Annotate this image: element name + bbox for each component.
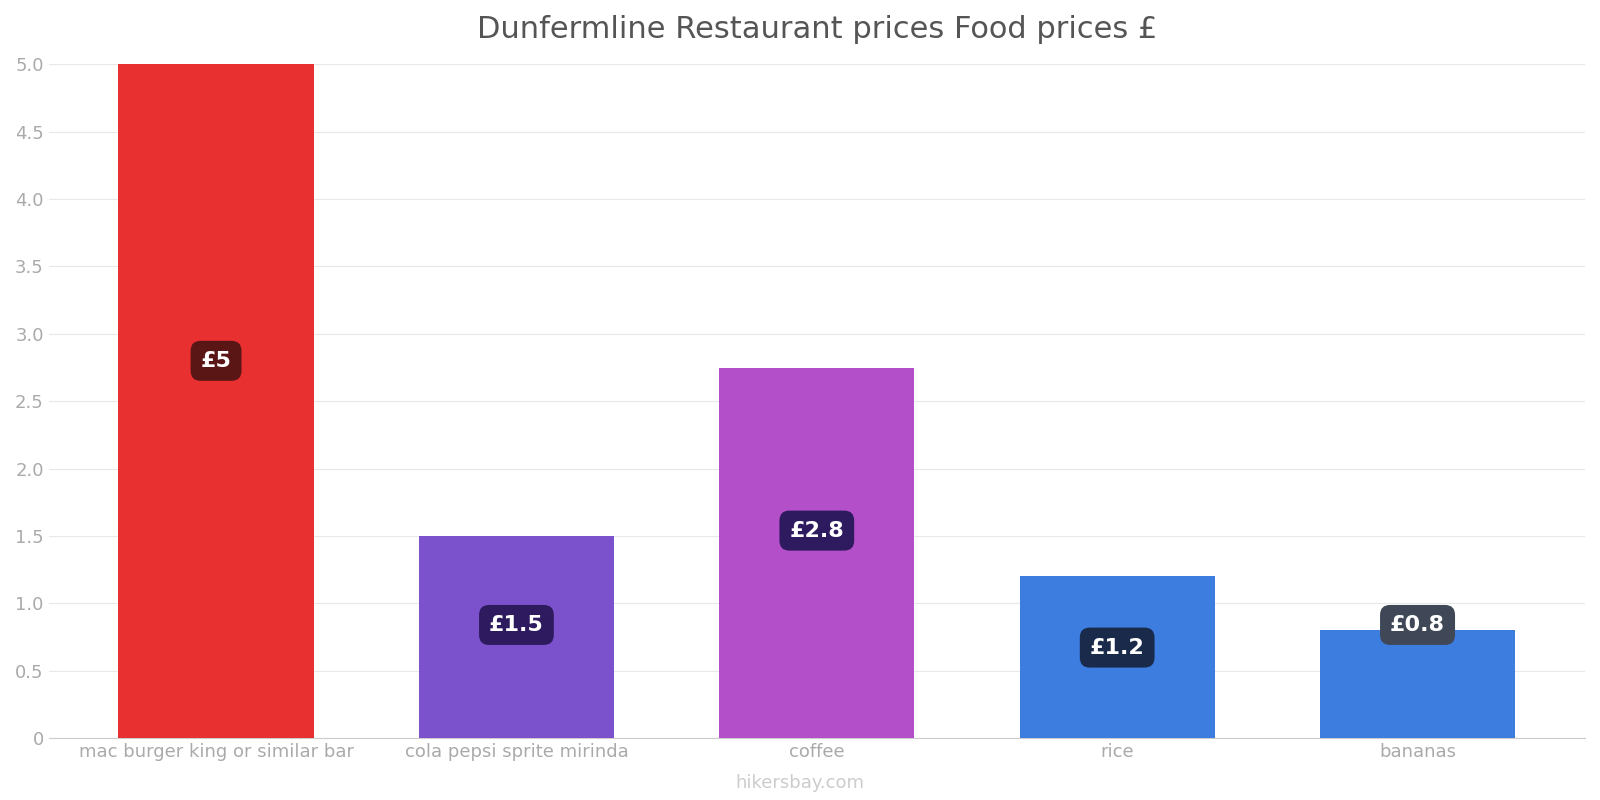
Bar [419, 536, 614, 738]
Bar [1019, 577, 1214, 738]
Text: £1.5: £1.5 [490, 615, 544, 635]
Text: hikersbay.com: hikersbay.com [736, 774, 864, 792]
Text: £1.2: £1.2 [1090, 638, 1144, 658]
Bar [1320, 630, 1515, 738]
Bar [118, 64, 314, 738]
Text: £0.8: £0.8 [1390, 615, 1445, 635]
Bar [718, 367, 915, 738]
Text: £5: £5 [200, 351, 232, 371]
Title: Dunfermline Restaurant prices Food prices £: Dunfermline Restaurant prices Food price… [477, 15, 1157, 44]
Text: £2.8: £2.8 [789, 521, 845, 541]
